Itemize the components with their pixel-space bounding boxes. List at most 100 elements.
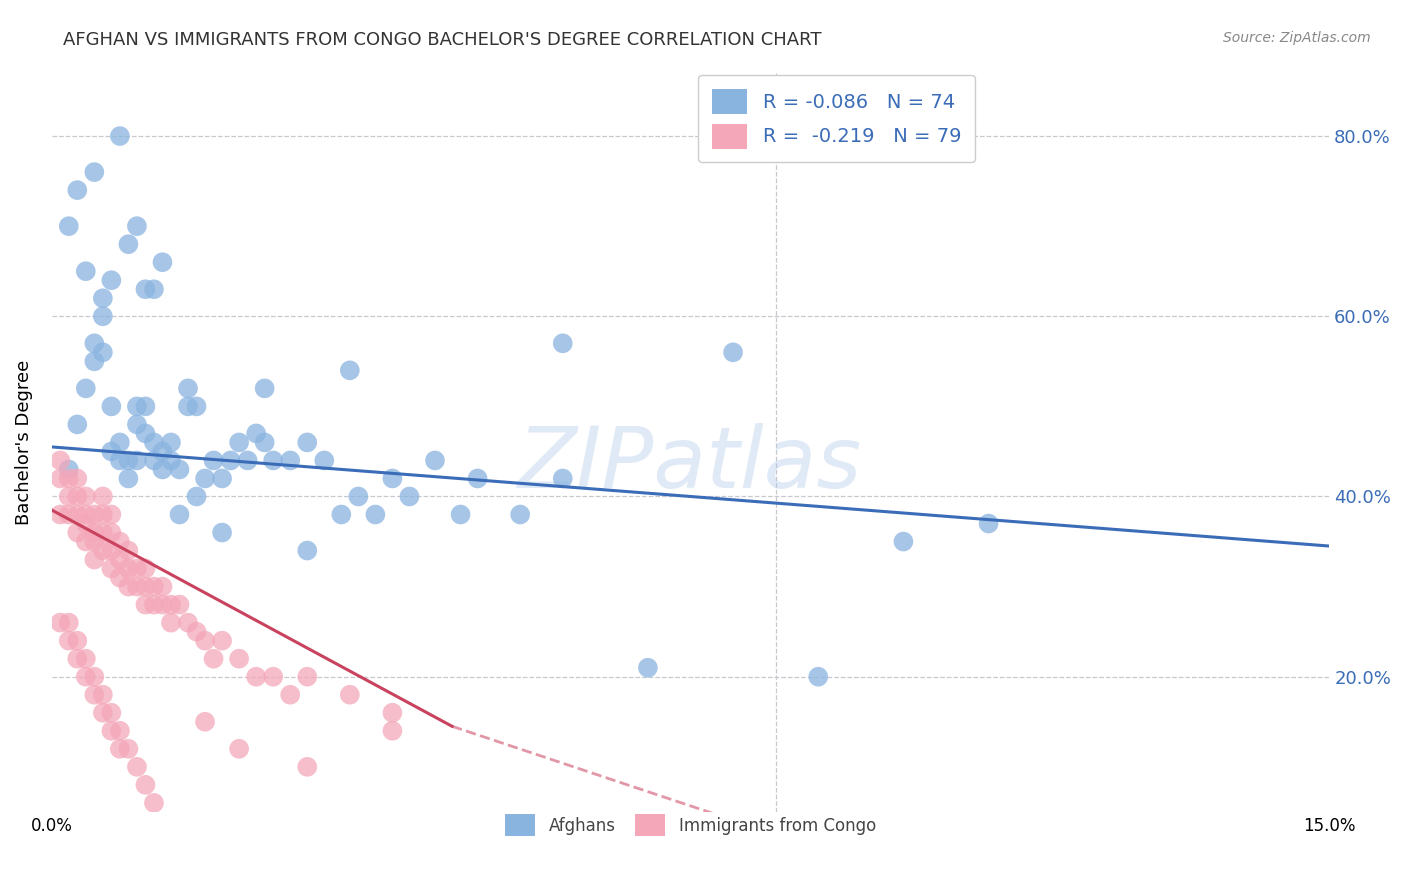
Point bbox=[75, 381, 97, 395]
Point bbox=[134, 778, 156, 792]
Point bbox=[160, 615, 183, 630]
Point bbox=[330, 508, 353, 522]
Point bbox=[236, 453, 259, 467]
Point bbox=[450, 508, 472, 522]
Point bbox=[49, 471, 72, 485]
Point bbox=[91, 525, 114, 540]
Point bbox=[100, 400, 122, 414]
Point bbox=[117, 580, 139, 594]
Point bbox=[83, 670, 105, 684]
Point bbox=[807, 670, 830, 684]
Point bbox=[297, 543, 319, 558]
Point bbox=[398, 490, 420, 504]
Point bbox=[152, 598, 174, 612]
Point bbox=[100, 508, 122, 522]
Point bbox=[177, 615, 200, 630]
Point bbox=[91, 490, 114, 504]
Point bbox=[186, 624, 208, 639]
Point bbox=[91, 508, 114, 522]
Point bbox=[339, 688, 361, 702]
Point bbox=[66, 417, 89, 432]
Point bbox=[160, 598, 183, 612]
Point bbox=[194, 633, 217, 648]
Point bbox=[381, 723, 404, 738]
Point bbox=[75, 534, 97, 549]
Point bbox=[49, 508, 72, 522]
Point bbox=[219, 453, 242, 467]
Point bbox=[108, 435, 131, 450]
Point bbox=[893, 534, 915, 549]
Point bbox=[169, 598, 191, 612]
Point bbox=[160, 453, 183, 467]
Point bbox=[91, 345, 114, 359]
Point bbox=[83, 336, 105, 351]
Point bbox=[66, 490, 89, 504]
Text: AFGHAN VS IMMIGRANTS FROM CONGO BACHELOR'S DEGREE CORRELATION CHART: AFGHAN VS IMMIGRANTS FROM CONGO BACHELOR… bbox=[63, 31, 821, 49]
Point bbox=[108, 741, 131, 756]
Point bbox=[177, 381, 200, 395]
Point bbox=[100, 561, 122, 575]
Point bbox=[100, 444, 122, 458]
Point bbox=[75, 651, 97, 665]
Point bbox=[75, 670, 97, 684]
Point bbox=[108, 129, 131, 144]
Point bbox=[142, 796, 165, 810]
Point bbox=[58, 462, 80, 476]
Point bbox=[117, 741, 139, 756]
Point bbox=[66, 183, 89, 197]
Point bbox=[245, 670, 267, 684]
Point bbox=[58, 490, 80, 504]
Point bbox=[66, 525, 89, 540]
Point bbox=[721, 345, 744, 359]
Point bbox=[169, 508, 191, 522]
Point bbox=[83, 534, 105, 549]
Point bbox=[262, 453, 284, 467]
Point bbox=[134, 598, 156, 612]
Point bbox=[58, 471, 80, 485]
Point bbox=[75, 508, 97, 522]
Point bbox=[117, 561, 139, 575]
Point bbox=[91, 688, 114, 702]
Point bbox=[117, 453, 139, 467]
Y-axis label: Bachelor's Degree: Bachelor's Degree bbox=[15, 359, 32, 525]
Point bbox=[314, 453, 336, 467]
Point bbox=[134, 426, 156, 441]
Point bbox=[194, 714, 217, 729]
Point bbox=[160, 435, 183, 450]
Legend: Afghans, Immigrants from Congo: Afghans, Immigrants from Congo bbox=[496, 806, 884, 844]
Point bbox=[83, 508, 105, 522]
Text: Source: ZipAtlas.com: Source: ZipAtlas.com bbox=[1223, 31, 1371, 45]
Point bbox=[202, 651, 225, 665]
Point bbox=[142, 435, 165, 450]
Point bbox=[125, 453, 148, 467]
Point bbox=[228, 651, 250, 665]
Point bbox=[100, 273, 122, 287]
Point bbox=[152, 444, 174, 458]
Point bbox=[142, 282, 165, 296]
Point bbox=[66, 508, 89, 522]
Point bbox=[91, 291, 114, 305]
Point bbox=[253, 435, 276, 450]
Point bbox=[83, 688, 105, 702]
Point bbox=[66, 651, 89, 665]
Point bbox=[339, 363, 361, 377]
Point bbox=[83, 165, 105, 179]
Point bbox=[83, 552, 105, 566]
Point bbox=[177, 400, 200, 414]
Point bbox=[83, 354, 105, 368]
Point bbox=[551, 336, 574, 351]
Point bbox=[125, 219, 148, 234]
Point bbox=[75, 264, 97, 278]
Point bbox=[142, 453, 165, 467]
Point bbox=[278, 688, 301, 702]
Point bbox=[211, 633, 233, 648]
Point bbox=[194, 471, 217, 485]
Point bbox=[551, 471, 574, 485]
Point bbox=[977, 516, 1000, 531]
Point bbox=[58, 633, 80, 648]
Point bbox=[100, 525, 122, 540]
Point bbox=[108, 571, 131, 585]
Point bbox=[134, 282, 156, 296]
Point bbox=[125, 760, 148, 774]
Point bbox=[66, 633, 89, 648]
